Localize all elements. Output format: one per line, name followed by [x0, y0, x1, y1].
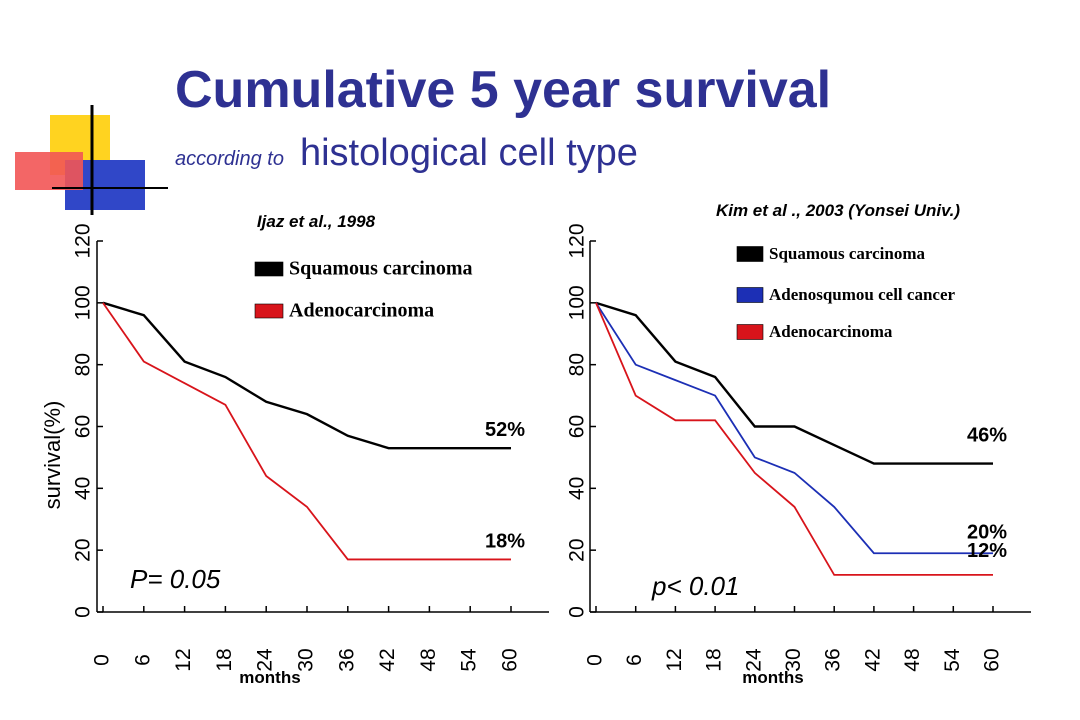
chart-1: Ijaz et al., 1998 0 20 40 60 80 100 120 0 6 12 18 24… — [40, 212, 549, 687]
legend-swatch — [254, 303, 284, 319]
chart-source-label: Kim et al ., 2003 (Yonsei Univ.) — [716, 201, 960, 220]
x-tick-label: 42 — [861, 648, 884, 671]
page-subtitle: according to histological cell type — [175, 132, 638, 175]
y-tick-label: 120 — [566, 223, 589, 258]
x-tick-label: 24 — [254, 648, 277, 672]
subtitle-main: histological cell type — [299, 132, 638, 174]
x-tick-label: 48 — [901, 648, 924, 671]
series-line-2 — [595, 302, 993, 555]
y-tick-label: 100 — [566, 285, 589, 320]
legend-swatch — [736, 287, 764, 303]
x-tick-label: 48 — [417, 648, 440, 671]
x-tick-label: 54 — [458, 648, 481, 672]
y-tick-label: 20 — [72, 538, 95, 561]
series-line-1 — [595, 301, 993, 465]
chart-2: Kim et al ., 2003 (Yonsei Univ.)02040608… — [566, 201, 1031, 687]
legend-swatch — [736, 246, 764, 262]
x-axis-label: months — [239, 668, 300, 687]
y-tick-label: 20 — [566, 538, 589, 561]
x-axis-label: months — [742, 668, 803, 687]
x-tick-label: 12 — [172, 648, 195, 671]
p-value-label: P= 0.05 — [130, 564, 221, 594]
series-line-1 — [102, 301, 511, 450]
y-tick-label: 120 — [72, 223, 95, 258]
subtitle-prefix: according to — [175, 148, 284, 170]
x-tick-label: 0 — [91, 654, 114, 666]
y-tick-label: 40 — [72, 477, 95, 500]
x-tick-label: 12 — [663, 648, 686, 671]
chart-source-label: Ijaz et al., 1998 — [257, 212, 376, 231]
x-tick-label: 36 — [822, 648, 845, 671]
series-line-3 — [595, 302, 993, 576]
legend-swatch — [736, 324, 764, 340]
y-tick-label: 0 — [72, 606, 95, 618]
x-tick-label: 60 — [981, 648, 1004, 671]
legend-swatch — [254, 261, 284, 277]
end-value-annotation: 20% — [967, 521, 1007, 543]
y-tick-label: 40 — [566, 477, 589, 500]
y-tick-label: 80 — [566, 353, 589, 376]
x-tick-label: 36 — [335, 648, 358, 671]
x-tick-label: 0 — [584, 654, 607, 666]
page-title: Cumulative 5 year survival — [175, 61, 832, 119]
end-value-annotation: 12% — [967, 540, 1007, 562]
y-tick-label: 0 — [566, 606, 589, 618]
series-line-2 — [102, 302, 511, 561]
legend-label: Adenocarcinoma — [289, 300, 434, 322]
y-axis-label: survival(%) — [40, 401, 65, 510]
legend-label: Adenocarcinoma — [769, 322, 893, 341]
y-tick-label: 60 — [566, 415, 589, 438]
x-tick-label: 18 — [703, 648, 726, 671]
end-value-annotation: 46% — [967, 425, 1007, 447]
y-tick-label: 80 — [72, 353, 95, 376]
x-tick-label: 30 — [295, 648, 318, 671]
legend-label: Squamous carcinoma — [289, 258, 473, 280]
x-tick-label: 24 — [742, 648, 765, 672]
end-value-annotation: 52% — [485, 419, 525, 441]
x-tick-label: 18 — [213, 648, 236, 671]
y-tick-label: 60 — [72, 415, 95, 438]
legend-label: Squamous carcinoma — [769, 244, 926, 263]
x-tick-label: 42 — [376, 648, 399, 671]
x-tick-label: 6 — [623, 654, 646, 666]
x-tick-label: 30 — [782, 648, 805, 671]
end-value-annotation: 18% — [485, 530, 525, 552]
decorative-squares — [15, 105, 168, 215]
p-value-label: p< 0.01 — [651, 571, 739, 601]
y-tick-label: 100 — [72, 285, 95, 320]
legend-label: Adenosqumou cell cancer — [769, 285, 956, 304]
x-tick-label: 60 — [499, 648, 522, 671]
x-tick-label: 54 — [941, 648, 964, 672]
x-tick-label: 6 — [131, 654, 154, 666]
